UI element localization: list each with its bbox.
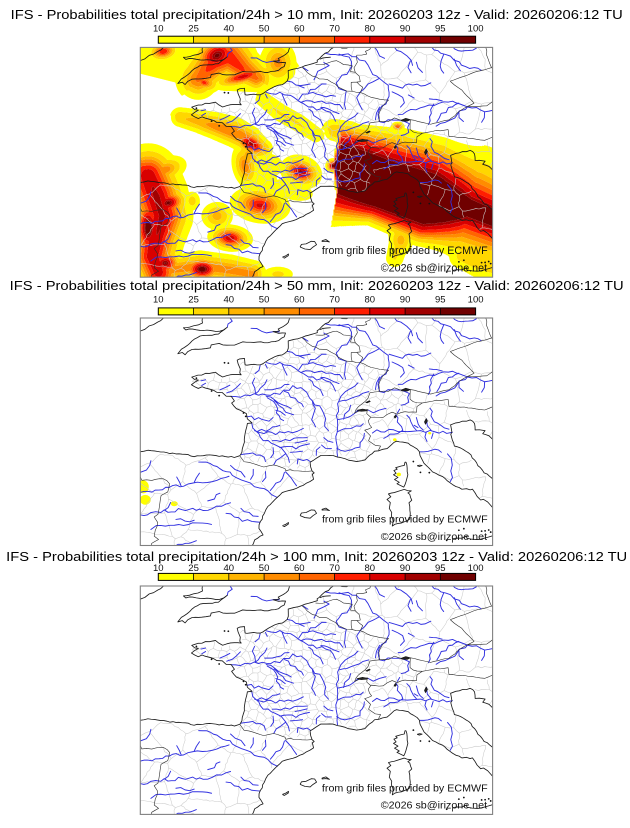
svg-text:IFS - Probabilities total prec: IFS - Probabilities total precipitation/… bbox=[6, 549, 627, 564]
svg-text:70: 70 bbox=[329, 563, 340, 574]
svg-text:IFS - Probabilities total prec: IFS - Probabilities total precipitation/… bbox=[10, 278, 624, 293]
svg-text:10: 10 bbox=[153, 24, 164, 35]
svg-text:90: 90 bbox=[400, 294, 411, 305]
svg-text:25: 25 bbox=[188, 563, 199, 574]
svg-text:80: 80 bbox=[365, 563, 376, 574]
svg-text:50: 50 bbox=[259, 24, 270, 35]
svg-text:90: 90 bbox=[400, 24, 411, 35]
svg-text:70: 70 bbox=[329, 294, 340, 305]
svg-text:95: 95 bbox=[435, 563, 446, 574]
svg-text:60: 60 bbox=[294, 294, 305, 305]
svg-text:70: 70 bbox=[329, 24, 340, 35]
svg-text:IFS - Probabilities total prec: IFS - Probabilities total precipitation/… bbox=[11, 7, 623, 22]
svg-text:25: 25 bbox=[188, 24, 199, 35]
svg-text:100: 100 bbox=[468, 294, 484, 305]
svg-text:10: 10 bbox=[153, 563, 164, 574]
svg-text:80: 80 bbox=[365, 24, 376, 35]
svg-text:90: 90 bbox=[400, 563, 411, 574]
svg-text:60: 60 bbox=[294, 24, 305, 35]
svg-text:100: 100 bbox=[468, 563, 484, 574]
svg-text:40: 40 bbox=[224, 294, 235, 305]
svg-text:40: 40 bbox=[224, 24, 235, 35]
svg-text:40: 40 bbox=[224, 563, 235, 574]
svg-text:95: 95 bbox=[435, 294, 446, 305]
svg-text:60: 60 bbox=[294, 563, 305, 574]
svg-text:50: 50 bbox=[259, 294, 270, 305]
svg-text:100: 100 bbox=[468, 24, 484, 35]
svg-text:10: 10 bbox=[153, 294, 164, 305]
svg-text:80: 80 bbox=[365, 294, 376, 305]
svg-text:95: 95 bbox=[435, 24, 446, 35]
svg-text:25: 25 bbox=[188, 294, 199, 305]
svg-text:50: 50 bbox=[259, 563, 270, 574]
